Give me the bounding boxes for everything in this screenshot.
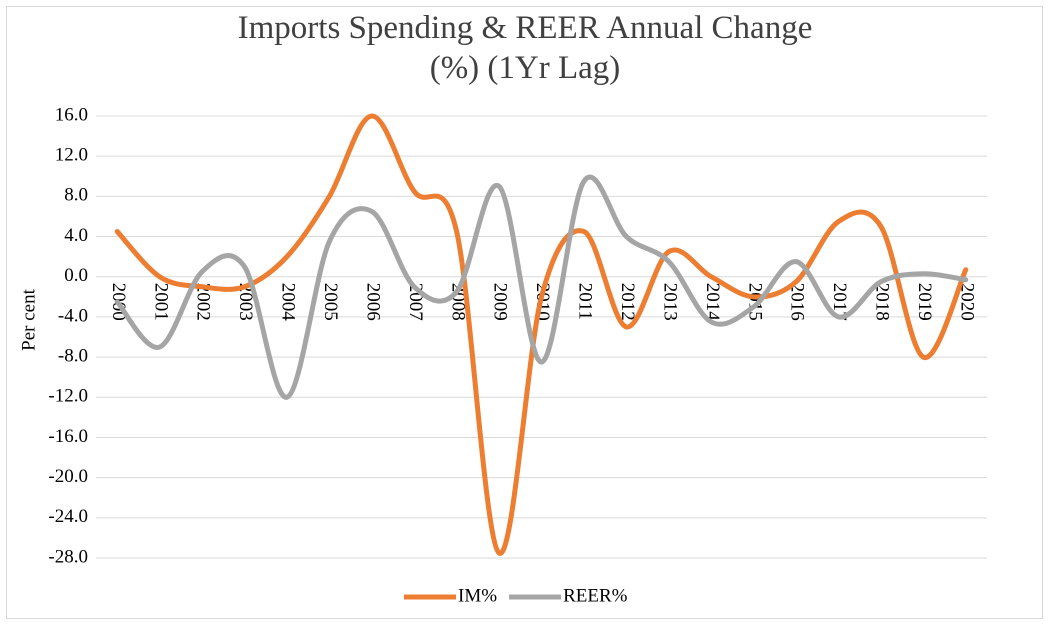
series-line <box>114 113 969 556</box>
legend-label: IM% <box>458 585 497 606</box>
x-tick-label: 2011 <box>575 283 596 320</box>
x-tick-label: 2004 <box>278 283 299 322</box>
y-tick-label: -28.0 <box>48 546 88 567</box>
legend-label: REER% <box>563 585 628 606</box>
x-tick-label: 2003 <box>235 283 256 321</box>
x-tick-label: 2002 <box>193 283 214 321</box>
y-tick-label: -4.0 <box>58 305 88 326</box>
x-tick-label: 2009 <box>490 283 511 321</box>
y-tick-label: -24.0 <box>48 506 88 527</box>
x-tick-label: 2018 <box>872 283 893 321</box>
x-tick-label: 2017 <box>829 283 850 321</box>
y-tick-label: 8.0 <box>64 185 88 206</box>
x-tick-label: 2001 <box>150 283 171 321</box>
y-tick-label: 4.0 <box>64 225 88 246</box>
chart-title: Imports Spending & REER Annual Change (%… <box>237 10 813 86</box>
series-line <box>114 174 969 400</box>
x-tick-label: 2020 <box>956 283 977 321</box>
y-tick-label: -16.0 <box>48 426 88 447</box>
x-tick-label: 2005 <box>320 283 341 321</box>
x-tick-label: 2016 <box>787 283 808 321</box>
x-tick-label: 2019 <box>914 283 935 321</box>
y-tick-label: -12.0 <box>48 386 88 407</box>
x-tick-label: 2006 <box>362 283 383 321</box>
y-tick-label: -8.0 <box>58 345 88 366</box>
y-tick-label: 12.0 <box>55 145 88 166</box>
x-tick-label: 2013 <box>659 283 680 321</box>
y-tick-label: 16.0 <box>55 104 88 125</box>
x-tick-label: 2012 <box>617 283 638 321</box>
y-axis-label: Per cent <box>18 288 39 350</box>
y-tick-label: 0.0 <box>64 265 88 286</box>
x-tick-label: 2014 <box>702 283 723 322</box>
y-tick-label: -20.0 <box>48 466 88 487</box>
